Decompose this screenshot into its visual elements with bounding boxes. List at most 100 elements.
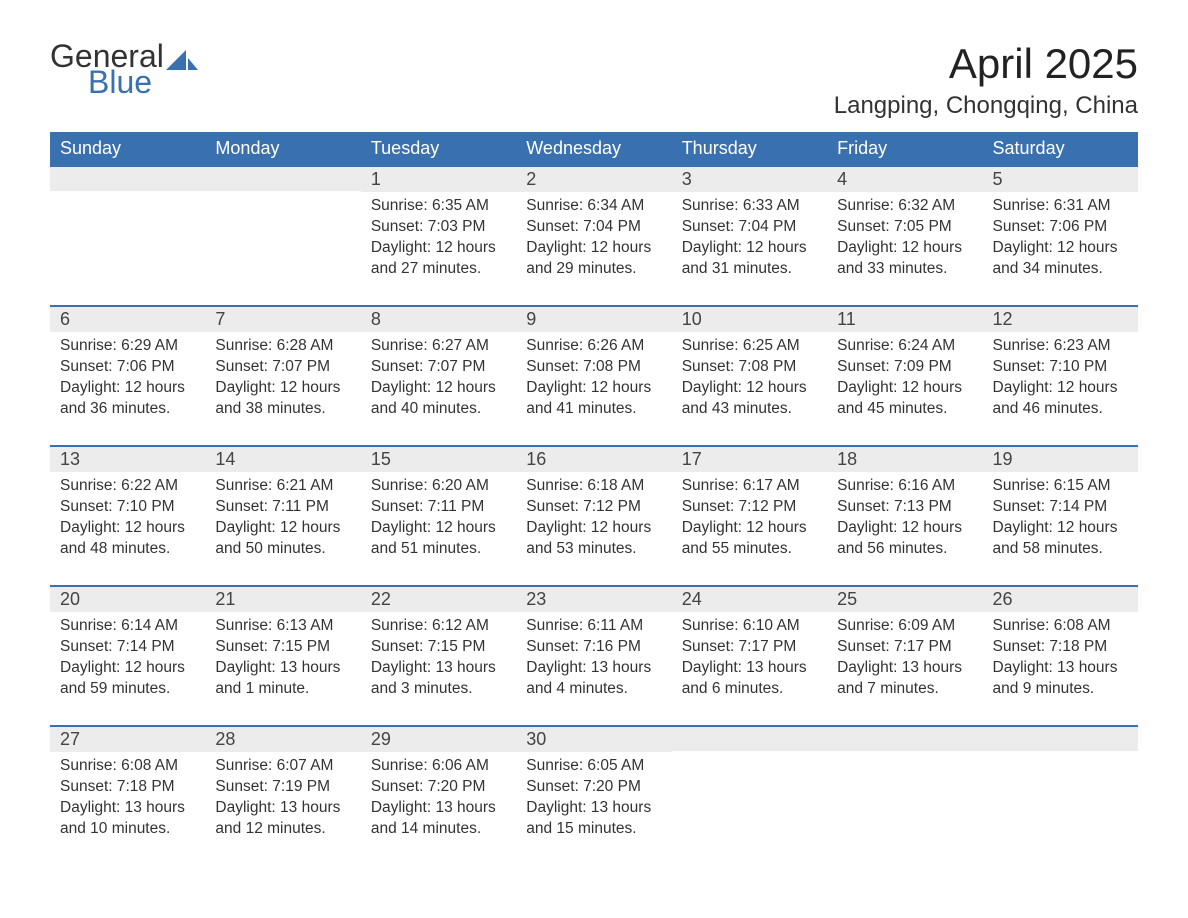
weekday-header: Monday	[205, 132, 360, 165]
day-number: 28	[205, 725, 360, 752]
day-details: Sunrise: 6:08 AMSunset: 7:18 PMDaylight:…	[983, 612, 1138, 710]
sunrise-text: Sunrise: 6:34 AM	[526, 196, 661, 217]
daylight-text: Daylight: 12 hours and 33 minutes.	[837, 238, 972, 280]
daylight-text: Daylight: 12 hours and 45 minutes.	[837, 378, 972, 420]
sunset-text: Sunset: 7:06 PM	[60, 357, 195, 378]
sunset-text: Sunset: 7:08 PM	[682, 357, 817, 378]
sunrise-text: Sunrise: 6:07 AM	[215, 756, 350, 777]
sunrise-text: Sunrise: 6:23 AM	[993, 336, 1128, 357]
sunset-text: Sunset: 7:09 PM	[837, 357, 972, 378]
sunset-text: Sunset: 7:03 PM	[371, 217, 506, 238]
day-number: 11	[827, 305, 982, 332]
calendar-table: SundayMondayTuesdayWednesdayThursdayFrid…	[50, 132, 1138, 853]
day-number: 13	[50, 445, 205, 472]
daylight-text: Daylight: 13 hours and 10 minutes.	[60, 798, 195, 840]
sunrise-text: Sunrise: 6:13 AM	[215, 616, 350, 637]
sunrise-text: Sunrise: 6:20 AM	[371, 476, 506, 497]
sunset-text: Sunset: 7:12 PM	[526, 497, 661, 518]
day-number: 21	[205, 585, 360, 612]
location-text: Langping, Chongqing, China	[834, 92, 1138, 120]
calendar-cell: 10Sunrise: 6:25 AMSunset: 7:08 PMDayligh…	[672, 305, 827, 433]
day-details: Sunrise: 6:26 AMSunset: 7:08 PMDaylight:…	[516, 332, 671, 430]
sail-icon	[166, 48, 198, 70]
weekday-header: Wednesday	[516, 132, 671, 165]
daylight-text: Daylight: 12 hours and 29 minutes.	[526, 238, 661, 280]
calendar-cell: 2Sunrise: 6:34 AMSunset: 7:04 PMDaylight…	[516, 165, 671, 293]
day-number: 12	[983, 305, 1138, 332]
calendar-cell: 19Sunrise: 6:15 AMSunset: 7:14 PMDayligh…	[983, 445, 1138, 573]
daylight-text: Daylight: 12 hours and 50 minutes.	[215, 518, 350, 560]
day-details: Sunrise: 6:28 AMSunset: 7:07 PMDaylight:…	[205, 332, 360, 430]
daylight-text: Daylight: 12 hours and 53 minutes.	[526, 518, 661, 560]
calendar-cell: 26Sunrise: 6:08 AMSunset: 7:18 PMDayligh…	[983, 585, 1138, 713]
sunrise-text: Sunrise: 6:15 AM	[993, 476, 1128, 497]
day-details: Sunrise: 6:06 AMSunset: 7:20 PMDaylight:…	[361, 752, 516, 850]
day-details: Sunrise: 6:27 AMSunset: 7:07 PMDaylight:…	[361, 332, 516, 430]
day-number: 26	[983, 585, 1138, 612]
calendar-week-row: 27Sunrise: 6:08 AMSunset: 7:18 PMDayligh…	[50, 725, 1138, 853]
day-number: 9	[516, 305, 671, 332]
weekday-header: Tuesday	[361, 132, 516, 165]
sunrise-text: Sunrise: 6:21 AM	[215, 476, 350, 497]
day-number: 16	[516, 445, 671, 472]
day-details: Sunrise: 6:11 AMSunset: 7:16 PMDaylight:…	[516, 612, 671, 710]
day-details: Sunrise: 6:10 AMSunset: 7:17 PMDaylight:…	[672, 612, 827, 710]
day-details: Sunrise: 6:18 AMSunset: 7:12 PMDaylight:…	[516, 472, 671, 570]
calendar-cell: 13Sunrise: 6:22 AMSunset: 7:10 PMDayligh…	[50, 445, 205, 573]
calendar-cell: 16Sunrise: 6:18 AMSunset: 7:12 PMDayligh…	[516, 445, 671, 573]
calendar-week-row: 13Sunrise: 6:22 AMSunset: 7:10 PMDayligh…	[50, 445, 1138, 573]
empty-day-bar	[672, 725, 827, 751]
daylight-text: Daylight: 12 hours and 27 minutes.	[371, 238, 506, 280]
sunrise-text: Sunrise: 6:05 AM	[526, 756, 661, 777]
sunset-text: Sunset: 7:13 PM	[837, 497, 972, 518]
day-number: 23	[516, 585, 671, 612]
sunset-text: Sunset: 7:10 PM	[60, 497, 195, 518]
empty-day-bar	[50, 165, 205, 191]
calendar-cell: 18Sunrise: 6:16 AMSunset: 7:13 PMDayligh…	[827, 445, 982, 573]
weekday-header: Sunday	[50, 132, 205, 165]
day-details: Sunrise: 6:21 AMSunset: 7:11 PMDaylight:…	[205, 472, 360, 570]
day-number: 10	[672, 305, 827, 332]
daylight-text: Daylight: 12 hours and 59 minutes.	[60, 658, 195, 700]
day-details: Sunrise: 6:16 AMSunset: 7:13 PMDaylight:…	[827, 472, 982, 570]
day-details: Sunrise: 6:20 AMSunset: 7:11 PMDaylight:…	[361, 472, 516, 570]
day-number: 24	[672, 585, 827, 612]
sunset-text: Sunset: 7:08 PM	[526, 357, 661, 378]
sunset-text: Sunset: 7:12 PM	[682, 497, 817, 518]
daylight-text: Daylight: 12 hours and 38 minutes.	[215, 378, 350, 420]
daylight-text: Daylight: 13 hours and 15 minutes.	[526, 798, 661, 840]
day-details: Sunrise: 6:12 AMSunset: 7:15 PMDaylight:…	[361, 612, 516, 710]
day-number: 17	[672, 445, 827, 472]
day-details: Sunrise: 6:34 AMSunset: 7:04 PMDaylight:…	[516, 192, 671, 290]
sunset-text: Sunset: 7:05 PM	[837, 217, 972, 238]
day-details: Sunrise: 6:22 AMSunset: 7:10 PMDaylight:…	[50, 472, 205, 570]
daylight-text: Daylight: 13 hours and 14 minutes.	[371, 798, 506, 840]
sunrise-text: Sunrise: 6:10 AM	[682, 616, 817, 637]
calendar-cell: 8Sunrise: 6:27 AMSunset: 7:07 PMDaylight…	[361, 305, 516, 433]
day-details: Sunrise: 6:07 AMSunset: 7:19 PMDaylight:…	[205, 752, 360, 850]
day-details: Sunrise: 6:29 AMSunset: 7:06 PMDaylight:…	[50, 332, 205, 430]
daylight-text: Daylight: 13 hours and 9 minutes.	[993, 658, 1128, 700]
sunset-text: Sunset: 7:15 PM	[371, 637, 506, 658]
day-number: 29	[361, 725, 516, 752]
sunset-text: Sunset: 7:11 PM	[371, 497, 506, 518]
sunset-text: Sunset: 7:14 PM	[993, 497, 1128, 518]
day-number: 14	[205, 445, 360, 472]
week-spacer	[50, 293, 1138, 305]
brand-logo: General Blue	[50, 40, 198, 98]
day-details: Sunrise: 6:23 AMSunset: 7:10 PMDaylight:…	[983, 332, 1138, 430]
daylight-text: Daylight: 12 hours and 56 minutes.	[837, 518, 972, 560]
sunrise-text: Sunrise: 6:11 AM	[526, 616, 661, 637]
day-number: 30	[516, 725, 671, 752]
daylight-text: Daylight: 13 hours and 7 minutes.	[837, 658, 972, 700]
day-details: Sunrise: 6:33 AMSunset: 7:04 PMDaylight:…	[672, 192, 827, 290]
day-details: Sunrise: 6:05 AMSunset: 7:20 PMDaylight:…	[516, 752, 671, 850]
sunrise-text: Sunrise: 6:32 AM	[837, 196, 972, 217]
day-number: 5	[983, 165, 1138, 192]
sunset-text: Sunset: 7:04 PM	[526, 217, 661, 238]
day-details: Sunrise: 6:09 AMSunset: 7:17 PMDaylight:…	[827, 612, 982, 710]
daylight-text: Daylight: 12 hours and 41 minutes.	[526, 378, 661, 420]
sunset-text: Sunset: 7:04 PM	[682, 217, 817, 238]
title-block: April 2025 Langping, Chongqing, China	[834, 40, 1138, 120]
sunset-text: Sunset: 7:20 PM	[371, 777, 506, 798]
